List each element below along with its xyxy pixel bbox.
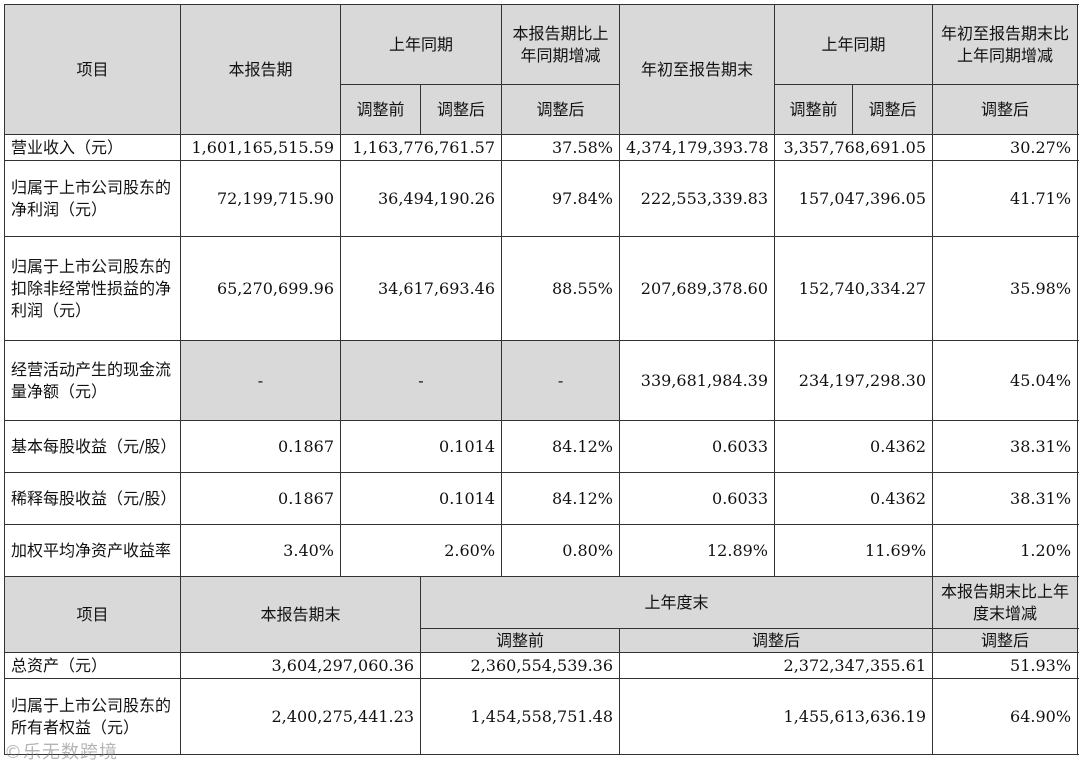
- bottom-header-change: 本报告期末比上年度末增减: [932, 576, 1079, 629]
- ytd-value: 222,553,339.83: [619, 160, 776, 237]
- change-value: 64.90%: [932, 678, 1079, 755]
- table-row: 基本每股收益（元/股） 0.1867 0.1014 84.12% 0.6033 …: [4, 420, 1079, 473]
- table-row: 加权平均净资产收益率 3.40% 2.60% 0.80% 12.89% 11.6…: [4, 524, 1079, 577]
- ytd-change-value: 1.20%: [932, 524, 1079, 577]
- ytd-value: 0.6033: [619, 472, 776, 525]
- row-label: 归属于上市公司股东的净利润（元）: [4, 160, 181, 237]
- header-after-adj: 调整后: [419, 84, 503, 135]
- header-after-adj-change: 调整后: [501, 84, 621, 135]
- row-label: 加权平均净资产收益率: [4, 524, 181, 577]
- after-adj-value: 2,372,347,355.61: [619, 652, 934, 679]
- period-end-value: 2,400,275,441.23: [180, 678, 421, 755]
- ytd-change-value: 38.31%: [932, 420, 1079, 473]
- row-label: 营业收入（元）: [4, 134, 181, 161]
- current-value: 72,199,715.90: [180, 160, 341, 237]
- row-label: 归属于上市公司股东的扣除非经常性损益的净利润（元）: [4, 236, 181, 341]
- current-value: 0.1867: [180, 420, 341, 473]
- ytd-change-value: 30.27%: [932, 134, 1079, 161]
- ytd-prior-value: 157,047,396.05: [774, 160, 934, 237]
- row-label: 经营活动产生的现金流量净额（元）: [4, 340, 181, 421]
- ytd-value: 4,374,179,393.78: [619, 134, 776, 161]
- ytd-change-value: 41.71%: [932, 160, 1079, 237]
- prior-value: 34,617,693.46: [339, 236, 503, 341]
- ytd-value: 339,681,984.39: [619, 340, 776, 421]
- bottom-header-prior-year-end: 上年度末: [419, 576, 934, 629]
- current-value: 0.1867: [180, 472, 341, 525]
- table-row: 营业收入（元） 1,601,165,515.59 1,163,776,761.5…: [4, 134, 1079, 161]
- prior-value: 1,163,776,761.57: [339, 134, 503, 161]
- table-row: 总资产（元） 3,604,297,060.36 2,360,554,539.36…: [4, 652, 1079, 679]
- header-current-period: 本报告期: [180, 4, 341, 135]
- header-prior-same-period-2: 上年同期: [774, 4, 934, 85]
- change-value: 51.93%: [932, 652, 1079, 679]
- ytd-prior-value: 3,357,768,691.05: [774, 134, 934, 161]
- current-value: 1,601,165,515.59: [180, 134, 341, 161]
- table-row: 稀释每股收益（元/股） 0.1867 0.1014 84.12% 0.6033 …: [4, 472, 1079, 525]
- prior-value: -: [339, 340, 503, 421]
- financial-data-table: 项目 本报告期 上年同期 本报告期比上年同期增减 年初至报告期末 上年同期 年初…: [4, 4, 1079, 755]
- change-value: -: [501, 340, 621, 421]
- header-item: 项目: [4, 4, 181, 135]
- change-value: 88.55%: [501, 236, 621, 341]
- header-after-adj-change-2: 调整后: [932, 84, 1079, 135]
- change-value: 84.12%: [501, 420, 621, 473]
- current-value: -: [180, 340, 341, 421]
- period-end-value: 3,604,297,060.36: [180, 652, 421, 679]
- header-change-vs-prior: 本报告期比上年同期增减: [501, 4, 621, 85]
- bottom-header-period-end: 本报告期末: [180, 576, 421, 653]
- ytd-change-value: 38.31%: [932, 472, 1079, 525]
- ytd-prior-value: 234,197,298.30: [774, 340, 934, 421]
- ytd-prior-value: 0.4362: [774, 472, 934, 525]
- bottom-header-item: 项目: [4, 576, 181, 653]
- change-value: 97.84%: [501, 160, 621, 237]
- table-row: 归属于上市公司股东的净利润（元） 72,199,715.90 36,494,19…: [4, 160, 1079, 237]
- prior-value: 0.1014: [339, 420, 503, 473]
- table-row: 归属于上市公司股东的所有者权益（元） 2,400,275,441.23 1,45…: [4, 678, 1079, 755]
- header-after-adj-2: 调整后: [852, 84, 934, 135]
- header-ytd-change: 年初至报告期末比上年同期增减: [932, 4, 1079, 85]
- row-label: 归属于上市公司股东的所有者权益（元）: [4, 678, 181, 755]
- after-adj-value: 1,455,613,636.19: [619, 678, 934, 755]
- before-adj-value: 1,454,558,751.48: [419, 678, 621, 755]
- ytd-value: 12.89%: [619, 524, 776, 577]
- bottom-header-after-adj: 调整后: [619, 628, 934, 653]
- current-value: 65,270,699.96: [180, 236, 341, 341]
- table-row: 归属于上市公司股东的扣除非经常性损益的净利润（元） 65,270,699.96 …: [4, 236, 1079, 341]
- header-before-adj-2: 调整前: [774, 84, 854, 135]
- row-label: 稀释每股收益（元/股）: [4, 472, 181, 525]
- change-value: 0.80%: [501, 524, 621, 577]
- watermark: ©乐无数跨境: [4, 742, 118, 763]
- table-row: 经营活动产生的现金流量净额（元） - - - 339,681,984.39 23…: [4, 340, 1079, 421]
- ytd-change-value: 45.04%: [932, 340, 1079, 421]
- ytd-value: 207,689,378.60: [619, 236, 776, 341]
- ytd-change-value: 35.98%: [932, 236, 1079, 341]
- row-label: 总资产（元）: [4, 652, 181, 679]
- ytd-prior-value: 11.69%: [774, 524, 934, 577]
- header-ytd: 年初至报告期末: [619, 4, 776, 135]
- bottom-header-before-adj: 调整前: [419, 628, 621, 653]
- prior-value: 0.1014: [339, 472, 503, 525]
- ytd-prior-value: 0.4362: [774, 420, 934, 473]
- prior-value: 36,494,190.26: [339, 160, 503, 237]
- ytd-value: 0.6033: [619, 420, 776, 473]
- header-before-adj: 调整前: [340, 84, 421, 135]
- current-value: 3.40%: [180, 524, 341, 577]
- change-value: 84.12%: [501, 472, 621, 525]
- header-prior-same-period: 上年同期: [339, 4, 503, 85]
- bottom-header-after-adj-change: 调整后: [932, 628, 1079, 653]
- before-adj-value: 2,360,554,539.36: [419, 652, 621, 679]
- row-label: 基本每股收益（元/股）: [4, 420, 181, 473]
- change-value: 37.58%: [501, 134, 621, 161]
- ytd-prior-value: 152,740,334.27: [774, 236, 934, 341]
- prior-value: 2.60%: [339, 524, 503, 577]
